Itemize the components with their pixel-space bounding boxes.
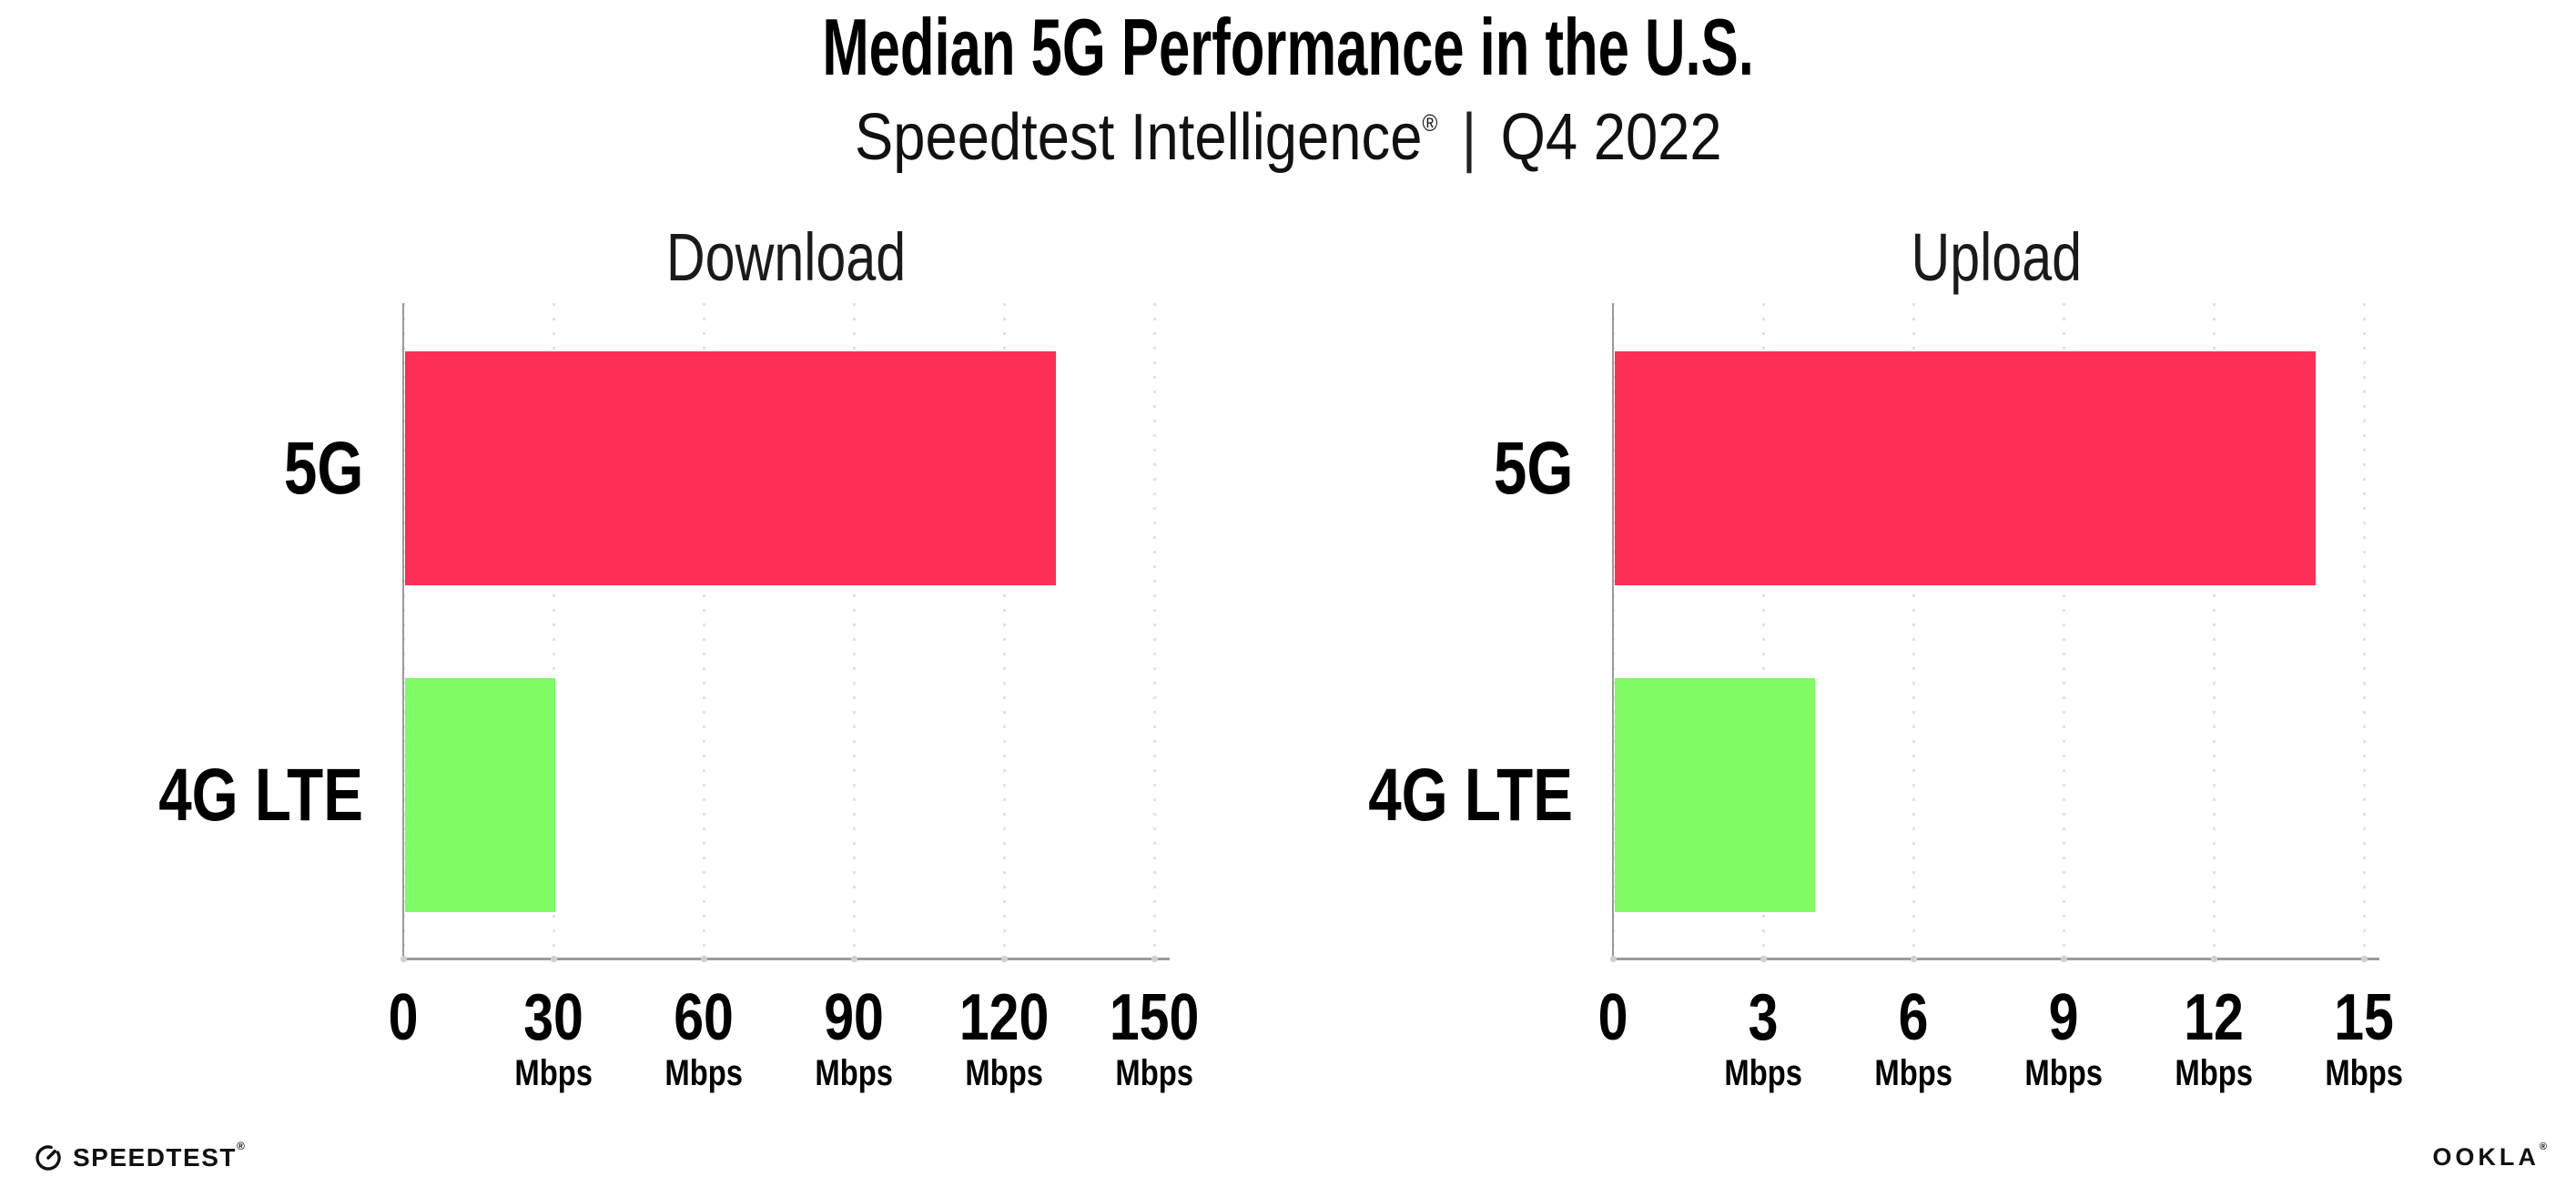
upload-chart-panel: Upload 5G 4G LTE 0 3 Mbps 6 Mbps 9 Mbps 12 Mbps 15…	[1368, 221, 2403, 1094]
gridline-9	[2063, 303, 2065, 959]
axis-tick-dot	[1610, 956, 1617, 962]
axis-tick-dot	[551, 956, 557, 962]
category-label-4g-lte: 4G LTE	[158, 754, 363, 837]
main-title-text: Median 5G Performance in the U.S.	[822, 2, 1754, 92]
x-tick-label-9: 9 Mbps	[2024, 981, 2103, 1093]
upload-y-axis-line	[1612, 303, 1614, 960]
download-plot-area	[401, 303, 1170, 962]
axis-tick-dot	[1911, 956, 1917, 962]
x-tick-label-0: 0	[388, 981, 419, 1054]
download-chart-panel: Download 5G 4G LTE 0 30 Mbps 60 Mbps 90 Mbps 120…	[158, 221, 1199, 1094]
gridline-150	[1153, 303, 1156, 959]
upload-chart-title: Upload	[1911, 219, 2082, 295]
upload-x-axis-line	[1613, 958, 2379, 960]
x-tick-label-12: 12 Mbps	[2175, 981, 2253, 1093]
x-tick-label-150: 150 Mbps	[1109, 981, 1200, 1093]
registered-mark-icon: ®	[2539, 1141, 2547, 1152]
subtitle: Speedtest Intelligence® | Q4 2022	[0, 89, 2576, 177]
ookla-logo-text: OOKLA	[2432, 1143, 2540, 1171]
axis-tick-dot	[701, 956, 707, 962]
x-tick-label-30: 30 Mbps	[514, 981, 593, 1093]
gridline-12	[2213, 303, 2216, 959]
axis-tick-dot	[1760, 956, 1767, 962]
x-tick-label-3: 3 Mbps	[1724, 981, 1802, 1093]
main-title: Median 5G Performance in the U.S.	[0, 2, 2576, 93]
subtitle-period: Q4 2022	[1500, 101, 1722, 174]
subtitle-brand: Speedtest Intelligence	[854, 101, 1423, 174]
download-x-axis-line	[403, 958, 1170, 960]
axis-tick-dot	[851, 956, 857, 962]
5g-upload-bar	[1615, 351, 2316, 585]
registered-mark-icon: ®	[236, 1139, 245, 1152]
category-label-5g: 5G	[1493, 427, 1573, 510]
gridline-6	[1912, 303, 1915, 959]
registered-mark-icon: ®	[1422, 109, 1438, 137]
x-tick-label-60: 60 Mbps	[664, 981, 743, 1093]
x-tick-label-120: 120 Mbps	[958, 981, 1050, 1093]
4g-lte-download-bar	[405, 678, 555, 912]
axis-tick-dot	[401, 956, 407, 962]
axis-tick-dot	[2211, 956, 2217, 962]
axis-tick-dot	[1001, 956, 1008, 962]
x-tick-label-0: 0	[1597, 981, 1628, 1054]
x-tick-label-6: 6 Mbps	[1874, 981, 1952, 1093]
axis-tick-dot	[2361, 956, 2368, 962]
ookla-logo: OOKLA®	[2432, 1141, 2547, 1172]
category-label-4g-lte: 4G LTE	[1368, 754, 1573, 837]
download-chart-title: Download	[666, 219, 907, 295]
axis-tick-dot	[1151, 956, 1158, 962]
gridline-90	[853, 303, 856, 959]
gridline-120	[1003, 303, 1006, 959]
subtitle-separator: |	[1461, 101, 1476, 174]
download-y-axis-line	[402, 303, 404, 960]
gridline-15	[2363, 303, 2366, 959]
x-tick-label-90: 90 Mbps	[815, 981, 893, 1093]
speedtest-logo: SPEEDTEST®	[33, 1138, 245, 1178]
gridline-60	[703, 303, 705, 959]
gridline-3	[1762, 303, 1765, 959]
speedtest-logo-text: SPEEDTEST®	[73, 1139, 245, 1172]
x-tick-label-15: 15 Mbps	[2325, 981, 2403, 1093]
gridline-30	[553, 303, 555, 959]
5g-download-bar	[405, 351, 1056, 585]
axis-tick-dot	[2061, 956, 2067, 962]
upload-plot-area	[1610, 303, 2379, 962]
4g-lte-upload-bar	[1615, 678, 1815, 912]
category-label-5g: 5G	[283, 427, 363, 510]
speedtest-gauge-icon	[35, 1145, 61, 1171]
